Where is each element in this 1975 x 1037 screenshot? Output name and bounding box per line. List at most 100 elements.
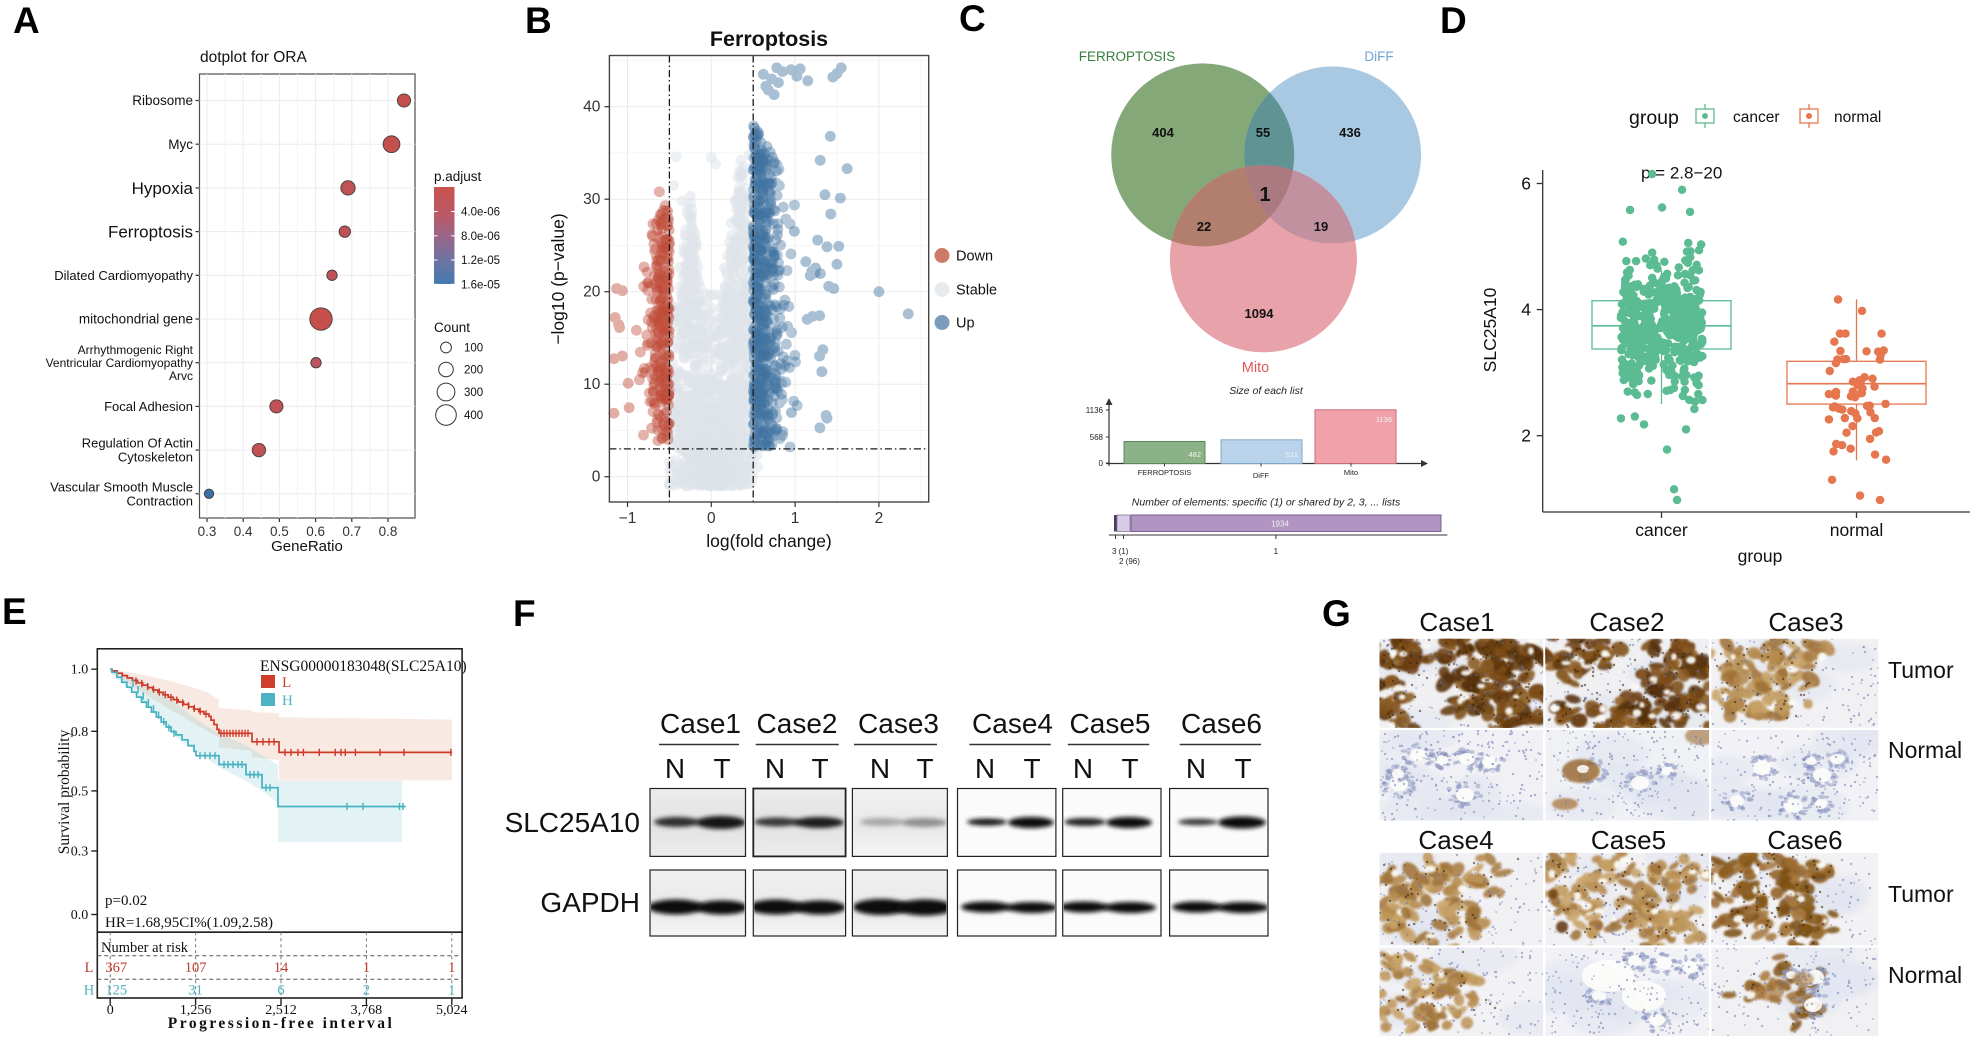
svg-text:N: N [765,753,785,784]
svg-text:Normal: Normal [1888,962,1962,988]
svg-text:0: 0 [707,510,716,527]
svg-text:Survival probability: Survival probability [56,730,73,855]
svg-text:p=0.02: p=0.02 [105,893,147,909]
svg-text:C: C [959,0,986,39]
svg-text:Case6: Case6 [1767,825,1842,855]
svg-text:Contraction: Contraction [127,493,193,508]
svg-text:T: T [811,753,828,784]
svg-text:0.8: 0.8 [71,725,89,740]
svg-text:1136: 1136 [1086,406,1104,415]
svg-text:3 (1): 3 (1) [1112,547,1129,556]
svg-text:−1: −1 [619,510,637,527]
svg-text:3,768: 3,768 [351,1003,383,1018]
svg-text:1: 1 [1259,184,1270,206]
svg-text:H: H [282,693,293,709]
svg-text:Hypoxia: Hypoxia [132,179,194,198]
svg-text:N: N [1073,753,1093,784]
svg-text:Mito: Mito [1242,360,1269,376]
svg-text:482: 482 [1188,450,1201,459]
svg-text:19: 19 [1314,219,1328,234]
svg-text:HR=1.68,95CI%(1.09,2.58): HR=1.68,95CI%(1.09,2.58) [105,915,273,931]
svg-text:−log10 (p−value): −log10 (p−value) [548,213,568,344]
svg-text:0: 0 [592,469,601,486]
svg-text:100: 100 [464,343,483,355]
svg-text:0.5: 0.5 [71,784,89,799]
svg-text:1094: 1094 [1245,306,1275,321]
svg-text:300: 300 [464,387,483,399]
svg-text:0.0: 0.0 [71,908,89,923]
svg-text:log(fold change): log(fold change) [706,531,832,551]
svg-text:L: L [85,960,94,976]
svg-text:Stable: Stable [956,283,997,299]
svg-text:Tumor: Tumor [1888,657,1954,683]
svg-text:Case3: Case3 [858,708,939,739]
svg-text:Case2: Case2 [757,708,838,739]
svg-text:0.4: 0.4 [234,524,253,539]
svg-text:Case4: Case4 [972,708,1053,739]
svg-text:Count: Count [434,320,470,335]
svg-text:568: 568 [1090,433,1104,442]
svg-text:20: 20 [583,284,601,301]
svg-text:Arrhythmogenic Right: Arrhythmogenic Right [78,343,194,357]
svg-text:T: T [1023,753,1040,784]
svg-text:Size of each list: Size of each list [1229,385,1304,397]
svg-text:5,024: 5,024 [436,1003,468,1018]
svg-text:Vascular Smooth Muscle: Vascular Smooth Muscle [50,479,193,494]
svg-text:T: T [916,753,933,784]
svg-text:2: 2 [363,983,370,999]
svg-text:1.0: 1.0 [71,663,89,678]
svg-text:Mito: Mito [1344,468,1358,477]
svg-text:Regulation Of Actin: Regulation Of Actin [82,436,193,451]
svg-text:10: 10 [583,376,601,393]
svg-text:1: 1 [448,983,455,999]
svg-text:2,512: 2,512 [265,1003,297,1018]
svg-text:cancer: cancer [1733,109,1780,126]
svg-text:Progression-free interval: Progression-free interval [168,1015,395,1032]
svg-text:Case6: Case6 [1181,708,1262,739]
svg-text:Number at risk: Number at risk [101,940,189,956]
svg-text:1: 1 [363,960,370,976]
svg-text:1.6e-05: 1.6e-05 [461,279,500,291]
svg-text:A: A [13,0,40,41]
svg-text:2: 2 [1521,426,1531,446]
svg-text:Ferroptosis: Ferroptosis [108,223,193,242]
svg-text:125: 125 [105,983,127,999]
svg-text:200: 200 [464,365,483,377]
svg-text:normal: normal [1834,109,1881,126]
svg-text:p.adjust: p.adjust [434,169,482,184]
svg-text:D: D [1440,0,1467,41]
svg-text:E: E [2,591,27,632]
svg-text:1.2e-05: 1.2e-05 [461,255,500,267]
svg-text:T: T [713,753,730,784]
svg-text:FERROPTOSIS: FERROPTOSIS [1138,468,1192,477]
svg-text:N: N [870,753,890,784]
svg-text:55: 55 [1256,125,1270,140]
svg-text:L: L [282,675,291,691]
svg-text:Dilated Cardiomyopathy: Dilated Cardiomyopathy [54,268,193,283]
svg-text:31: 31 [188,983,203,999]
svg-text:2: 2 [875,510,884,527]
svg-text:30: 30 [583,191,601,208]
svg-text:cancer: cancer [1635,520,1688,540]
svg-text:404: 404 [1152,125,1174,140]
svg-text:0.8: 0.8 [379,524,398,539]
svg-text:ENSG00000183048(SLC25A10): ENSG00000183048(SLC25A10) [260,658,467,675]
svg-text:mitochondrial gene: mitochondrial gene [79,312,193,327]
svg-text:B: B [525,0,552,41]
svg-text:GAPDH: GAPDH [540,887,640,918]
svg-text:Case5: Case5 [1070,708,1151,739]
svg-text:group: group [1629,107,1679,129]
svg-text:Case5: Case5 [1591,825,1666,855]
svg-text:dotplot for ORA: dotplot for ORA [200,49,307,66]
svg-text:Tumor: Tumor [1888,881,1954,907]
svg-text:Case4: Case4 [1418,825,1493,855]
svg-text:Normal: Normal [1888,737,1962,763]
svg-text:1,256: 1,256 [180,1003,212,1018]
svg-text:Ventricular Cardiomyopathy: Ventricular Cardiomyopathy [46,356,193,370]
svg-text:1: 1 [448,960,455,976]
svg-text:2 (96): 2 (96) [1119,557,1140,566]
svg-text:Myc: Myc [168,137,193,152]
svg-text:Number of elements: specific (: Number of elements: specific (1) or shar… [1132,497,1401,509]
svg-text:FERROPTOSIS: FERROPTOSIS [1079,49,1176,64]
svg-text:N: N [975,753,995,784]
